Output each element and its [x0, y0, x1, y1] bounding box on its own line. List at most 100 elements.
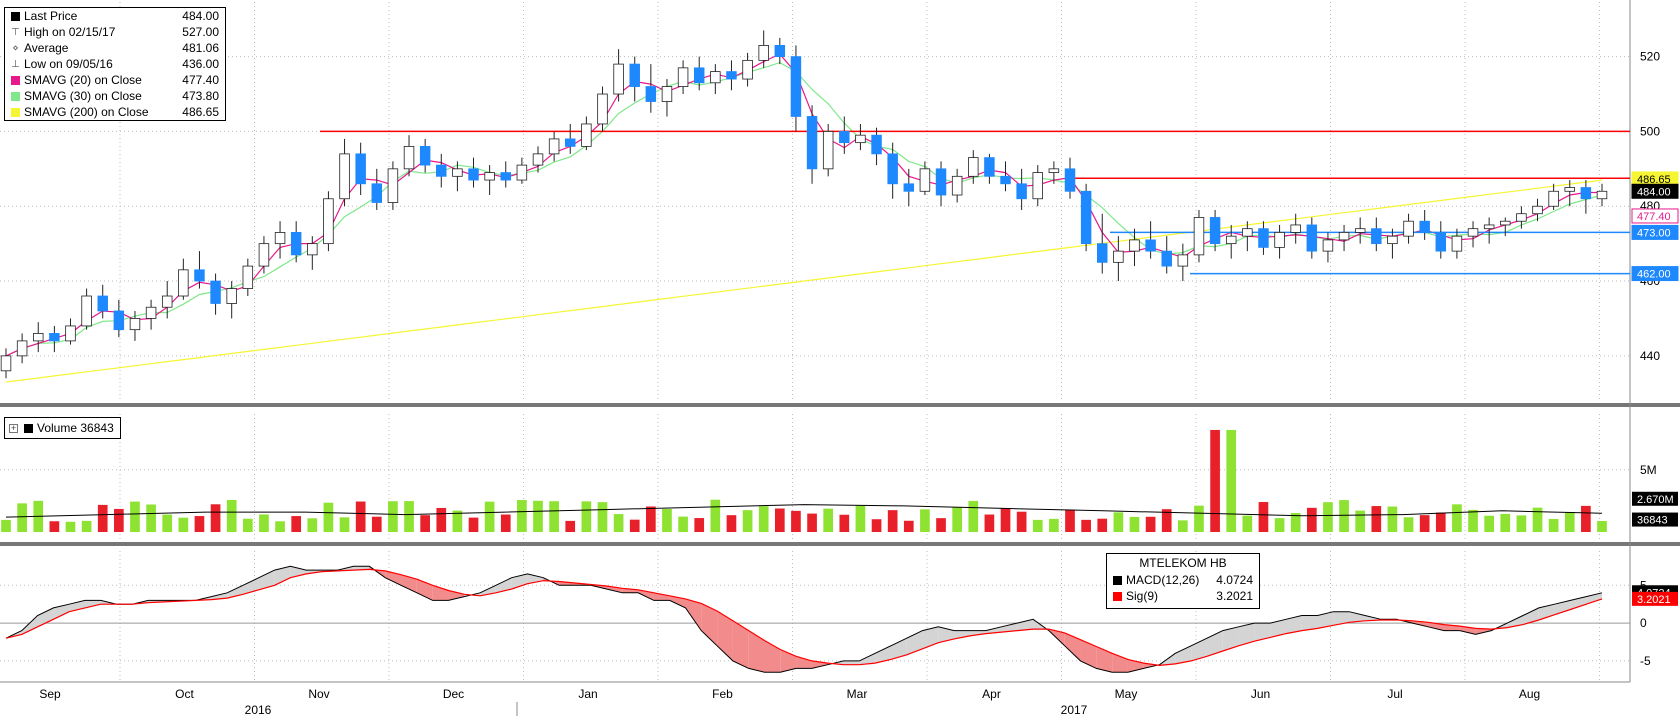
candle-body: [1080, 190, 1092, 245]
candle-body: [81, 295, 92, 327]
macd-shade: [243, 577, 259, 595]
volume-average-line: [5, 504, 1603, 518]
volume-swatch: [24, 423, 33, 433]
candle-body: [1419, 220, 1430, 233]
candle-body: [1177, 254, 1189, 267]
volume-bar: [1581, 505, 1591, 532]
volume-bar: [984, 514, 995, 532]
macd-value: 4.0724: [1216, 573, 1253, 587]
sma20-line: [5, 53, 1602, 357]
volume-bar: [517, 500, 527, 532]
macd-ticker: MTELEKOM HB: [1139, 556, 1227, 570]
volume-bar: [1081, 519, 1091, 532]
volume-bar: [81, 520, 92, 532]
candle-body: [0, 355, 12, 372]
candle-body: [403, 145, 415, 170]
panel-separator: [0, 542, 1680, 546]
legend-value: 436.00: [182, 57, 219, 71]
macd-shade: [385, 570, 402, 586]
macd-shade: [1270, 619, 1286, 638]
macd-legend: MTELEKOM HB MACD(12,26) 4.0724 Sig(9) 3.…: [1106, 553, 1260, 609]
volume-bar: [65, 521, 76, 532]
volume-bar: [662, 508, 672, 532]
sma30-line: [5, 61, 1603, 357]
macd-shade: [1191, 638, 1207, 661]
macd-shade: [954, 630, 970, 639]
candle-body: [677, 67, 689, 87]
expand-icon[interactable]: +: [9, 422, 18, 433]
volume-bar: [291, 516, 302, 532]
candle-body: [645, 86, 657, 102]
candle-body: [226, 288, 237, 304]
candle-body: [661, 86, 673, 102]
x-month-label: Sep: [39, 687, 61, 701]
x-month-label: Apr: [982, 687, 1001, 701]
macd-shade: [401, 574, 417, 593]
candle-body: [484, 172, 495, 181]
macd-shade: [1349, 611, 1365, 623]
candle-body: [1548, 190, 1559, 207]
volume-bar: [1452, 504, 1462, 532]
volume-bar: [1597, 521, 1607, 532]
volume-bar: [936, 518, 946, 532]
volume-bar: [1242, 515, 1253, 532]
candle-body: [49, 333, 60, 342]
candle-body: [1483, 224, 1495, 230]
macd-shade: [1080, 639, 1097, 669]
legend-row: SMAVG (200) on Close 486.65: [5, 104, 225, 120]
volume-bar: [1339, 500, 1349, 532]
legend-label: High on 02/15/17: [24, 25, 116, 39]
volume-bar: [1323, 502, 1333, 532]
volume-bar: [903, 520, 914, 532]
price-tick-label: 440: [1640, 349, 1660, 363]
price-axis-tag: [1631, 266, 1679, 282]
candle-body: [258, 243, 270, 267]
candle-body: [984, 157, 995, 177]
candle-body: [33, 333, 44, 342]
volume-bar: [1178, 520, 1188, 532]
volume-bar: [533, 500, 543, 532]
candle-body: [951, 175, 963, 196]
candle-body: [581, 123, 592, 147]
volume-bar: [710, 499, 721, 532]
volume-bar: [1290, 512, 1301, 532]
volume-bar: [839, 514, 850, 532]
volume-bar: [1258, 502, 1269, 532]
volume-bar: [1516, 515, 1527, 532]
legend-row: SMAVG (20) on Close 477.40: [5, 72, 225, 88]
macd-shade: [701, 603, 718, 646]
volume-bar: [968, 500, 979, 532]
macd-shade: [432, 585, 449, 601]
candle-body: [97, 295, 108, 312]
sma200-line: [5, 179, 1603, 383]
legend-label: Last Price: [24, 9, 78, 23]
candle-body: [1209, 217, 1221, 245]
macd-swatch: [1113, 575, 1122, 585]
volume-bar: [49, 521, 60, 532]
macd-shade: [511, 573, 528, 590]
candle-body: [1000, 175, 1011, 185]
volume-bar: [436, 507, 447, 532]
candle-body: [871, 134, 882, 155]
macd-shade: [1285, 615, 1302, 634]
volume-bar: [1403, 517, 1414, 532]
macd-shade: [1001, 623, 1018, 633]
price-legend: Last Price 484.00 ⊤ High on 02/15/17 527.00 ⋄…: [4, 7, 226, 121]
macd-shade: [732, 620, 749, 669]
macd-shade: [1064, 632, 1081, 661]
volume-bar: [1161, 509, 1172, 532]
candle-body: [1532, 205, 1543, 215]
volume-bar: [162, 514, 173, 532]
candle-body: [339, 153, 350, 200]
macd-tick-label: 5: [1640, 578, 1647, 592]
candle-body: [1354, 228, 1366, 233]
macd-shade: [1522, 607, 1539, 625]
volume-bar: [355, 501, 366, 532]
volume-bar: [581, 501, 592, 532]
legend-row: Last Price 484.00: [5, 8, 225, 24]
volume-bar: [1032, 519, 1043, 532]
candle-body: [903, 183, 915, 192]
average-marker-icon: ⋄: [12, 42, 19, 54]
volume-bar: [758, 506, 769, 532]
volume-value: 36843: [80, 421, 114, 435]
